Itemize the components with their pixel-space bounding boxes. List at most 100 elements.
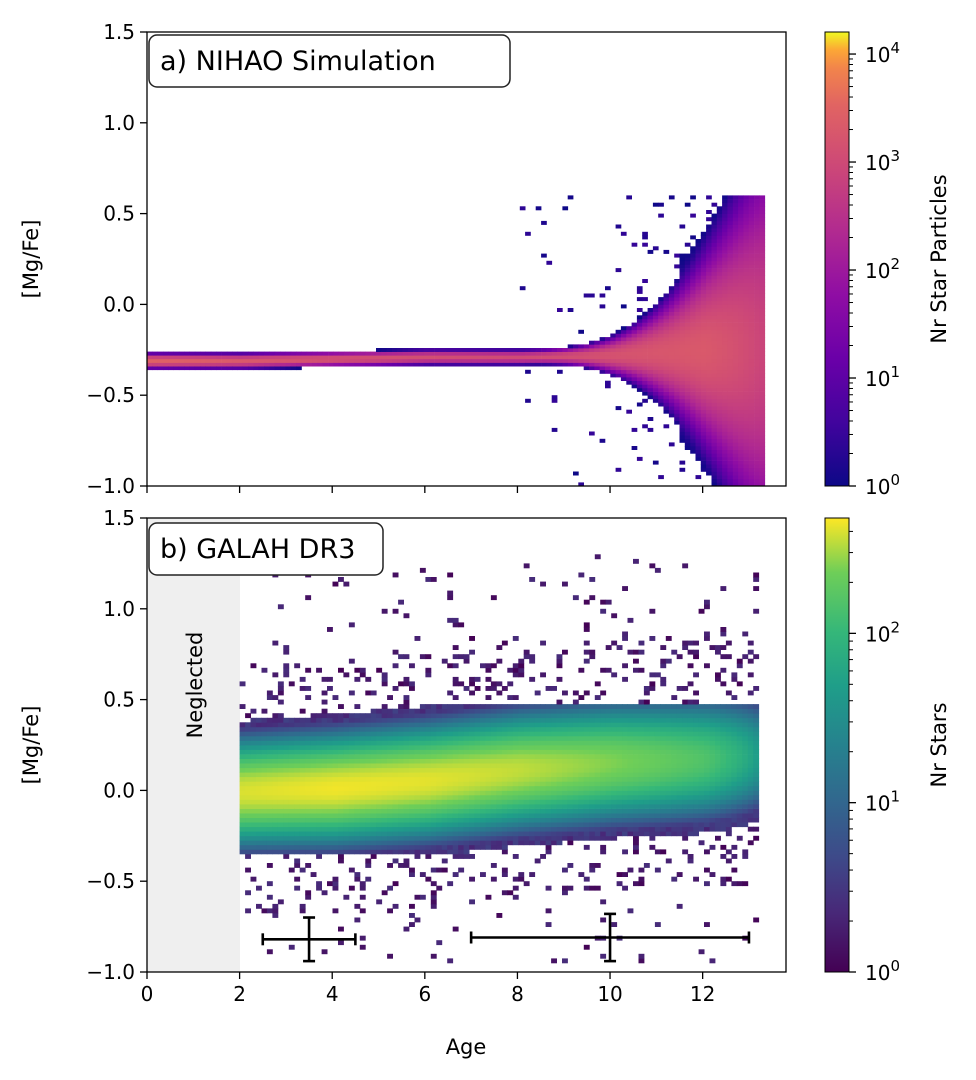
- heatmap-cell: [452, 754, 459, 759]
- heatmap-cell: [627, 617, 634, 623]
- heatmap-cell: [321, 840, 328, 846]
- heatmap-cell: [732, 297, 739, 302]
- heatmap-cell: [419, 826, 426, 832]
- heatmap-cell: [272, 831, 279, 837]
- heatmap-cell: [716, 420, 723, 425]
- heatmap-cell: [266, 763, 273, 769]
- heatmap-cell: [727, 424, 734, 429]
- heatmap-cell: [695, 449, 702, 454]
- heatmap-cell: [485, 808, 492, 814]
- heatmap-cell: [523, 813, 530, 818]
- heatmap-cell: [545, 735, 552, 741]
- heatmap-cell: [679, 318, 686, 323]
- heatmap-cell: [660, 713, 667, 719]
- heatmap-cell: [434, 355, 441, 360]
- heatmap-cell: [722, 442, 728, 447]
- heatmap-cell: [245, 831, 251, 837]
- heatmap-cell: [611, 640, 618, 646]
- heatmap-cell: [743, 340, 750, 345]
- heatmap-cell: [556, 822, 563, 828]
- heatmap-cell: [545, 885, 552, 891]
- heatmap-cell: [463, 790, 470, 796]
- heatmap-cell: [583, 704, 590, 709]
- heatmap-cell: [605, 822, 612, 828]
- heatmap-cell: [381, 749, 388, 755]
- heatmap-cell: [370, 840, 377, 846]
- heatmap-cell: [722, 398, 728, 403]
- heatmap-cell: [727, 453, 734, 458]
- heatmap-cell: [245, 790, 251, 796]
- heatmap-cell: [738, 318, 744, 323]
- heatmap-cell: [381, 355, 387, 360]
- heatmap-cell: [727, 427, 734, 432]
- heatmap-cell: [759, 195, 766, 200]
- heatmap-cell: [414, 790, 421, 796]
- heatmap-cell: [419, 708, 426, 714]
- heatmap-cell: [354, 763, 361, 769]
- heatmap-cell: [338, 740, 344, 746]
- heatmap-cell: [474, 676, 481, 682]
- heatmap-cell: [605, 817, 612, 823]
- heatmap-cell: [732, 362, 739, 367]
- heatmap-cell: [463, 686, 470, 691]
- heatmap-cell: [578, 794, 585, 800]
- heatmap-cell: [567, 348, 574, 352]
- heatmap-cell: [738, 260, 744, 265]
- heatmap-cell: [387, 790, 393, 796]
- heatmap-cell: [638, 763, 645, 769]
- heatmap-cell: [622, 822, 628, 828]
- heatmap-cell: [283, 794, 290, 800]
- heatmap-cell: [376, 731, 383, 737]
- heatmap-cell: [610, 351, 616, 356]
- heatmap-cell: [754, 446, 760, 450]
- heatmap-cell: [545, 763, 552, 769]
- heatmap-cell: [450, 348, 457, 352]
- heatmap-cell: [261, 754, 268, 759]
- heatmap-cell: [514, 362, 521, 367]
- heatmap-cell: [529, 808, 536, 814]
- heatmap-cell: [496, 763, 503, 769]
- heatmap-cell: [316, 804, 322, 809]
- heatmap-cell: [706, 293, 712, 298]
- heatmap-cell: [392, 849, 399, 855]
- heatmap-cell: [684, 326, 691, 331]
- heatmap-cell: [261, 740, 268, 746]
- heatmap-cell: [343, 822, 350, 828]
- heatmap-cell: [480, 745, 486, 750]
- heatmap-cell: [419, 785, 426, 791]
- heatmap-cell: [674, 311, 680, 316]
- heatmap-cell: [381, 745, 388, 750]
- heatmap-cell: [754, 431, 760, 436]
- heatmap-cell: [332, 785, 339, 791]
- heatmap-cell: [402, 355, 409, 360]
- heatmap-cell: [665, 749, 672, 755]
- heatmap-cell: [759, 311, 766, 316]
- heatmap-cell: [716, 413, 723, 418]
- heatmap-cell: [743, 217, 750, 222]
- heatmap-cell: [310, 826, 317, 832]
- heatmap-cell: [722, 220, 728, 225]
- heatmap-cell: [376, 785, 383, 791]
- heatmap-cell: [501, 776, 508, 782]
- heatmap-cell: [716, 464, 723, 469]
- heatmap-cell: [480, 776, 486, 782]
- heatmap-cell: [616, 808, 623, 814]
- heatmap-cell: [493, 362, 499, 367]
- heatmap-cell: [419, 844, 426, 850]
- heatmap-cell: [501, 749, 508, 755]
- heatmap-cell: [732, 260, 739, 265]
- heatmap-cell: [430, 745, 437, 750]
- heatmap-cell: [409, 722, 415, 728]
- heatmap-cell: [732, 420, 739, 425]
- heatmap-cell: [283, 731, 290, 737]
- heatmap-cell: [387, 908, 393, 914]
- heatmap-cell: [738, 427, 744, 432]
- heatmap-cell: [711, 380, 718, 385]
- heatmap-cell: [245, 849, 251, 855]
- heatmap-cell: [266, 785, 273, 791]
- heatmap-cell: [695, 377, 702, 381]
- heatmap-cell: [283, 645, 290, 650]
- heatmap-cell: [684, 322, 691, 327]
- heatmap-cell: [221, 366, 228, 371]
